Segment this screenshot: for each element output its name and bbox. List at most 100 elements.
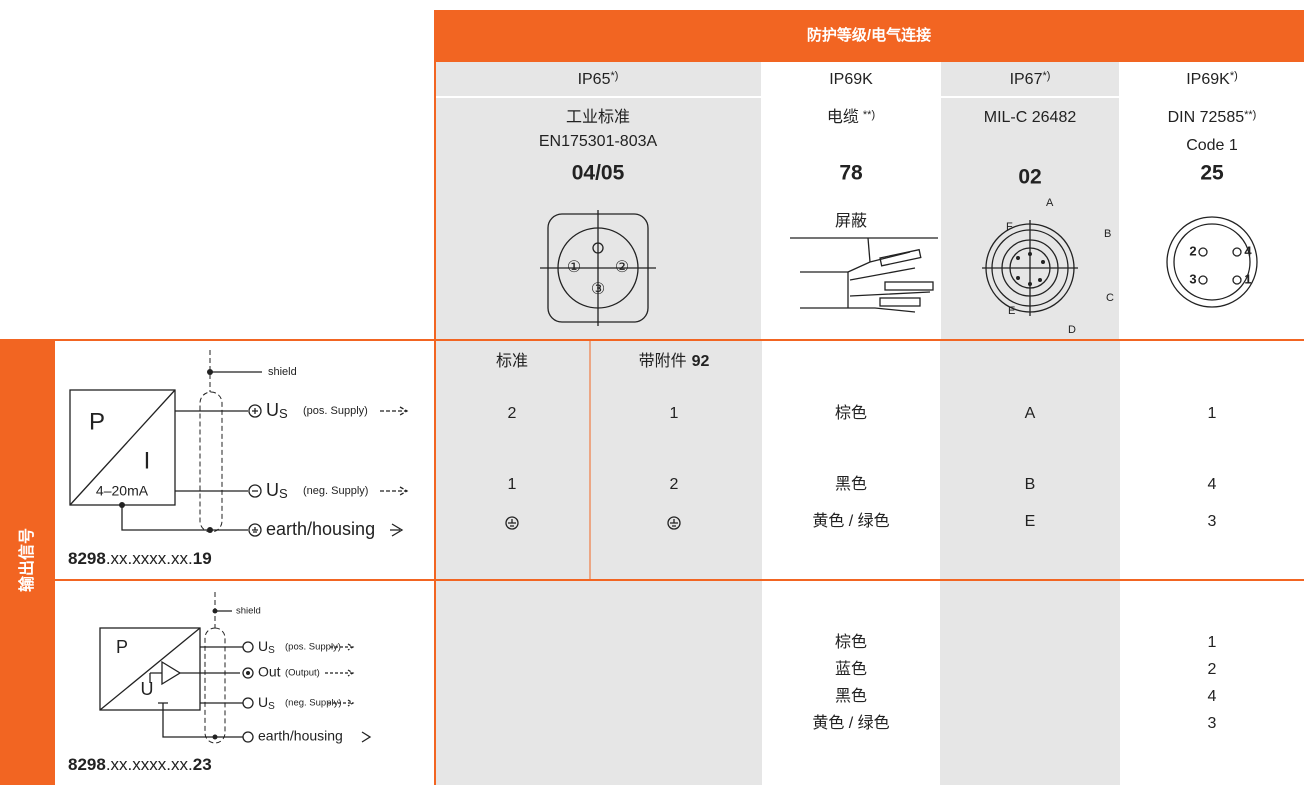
diagram-label: 4–20mA <box>96 483 149 499</box>
protection-name: IP69K <box>1186 71 1230 88</box>
pin-label: B <box>1104 228 1111 240</box>
pin-label: 3 <box>1189 271 1196 286</box>
cell: 黄色 / 绿色 <box>812 714 889 732</box>
connector-drawing <box>982 220 1078 316</box>
note: *) <box>1042 70 1050 82</box>
pin-label: 1 <box>1244 271 1251 286</box>
protection-name: IP65 <box>578 71 611 88</box>
earth-label: earth/housing <box>266 519 375 539</box>
signal-symbol: U <box>258 694 268 710</box>
connector-code: 78 <box>839 162 863 185</box>
diagram-label: U <box>141 679 154 699</box>
signal-sub: S <box>279 406 288 421</box>
signal-sub: S <box>279 486 288 501</box>
pin-label: 2 <box>1189 243 1196 258</box>
signal: US <box>266 480 288 502</box>
earth-label: earth/housing <box>258 728 343 744</box>
cell: 2 <box>1208 661 1217 678</box>
note: **) <box>1244 109 1256 121</box>
cell: 1 <box>508 476 517 493</box>
signal-note: (pos. Supply) <box>303 405 368 417</box>
part-number: 8298.xx.xxxx.xx.23 <box>68 755 212 774</box>
diagram-label: P <box>116 637 128 657</box>
sidebar <box>0 340 55 785</box>
cell: 3 <box>1208 715 1217 732</box>
protection: IP69K*) <box>1186 70 1238 88</box>
column-bg <box>940 62 1120 785</box>
connector-line: 电缆 **) <box>827 108 875 126</box>
part-prefix: 8298 <box>68 755 106 774</box>
connector-line: 工业标准 <box>566 108 630 126</box>
connector-line: Code 1 <box>1186 137 1238 154</box>
signal-note: (pos. Supply) <box>285 642 341 653</box>
header-title: 防护等级/电气连接 <box>807 26 931 44</box>
cell: 2 <box>670 476 679 493</box>
subheader: 标准 <box>496 352 528 370</box>
part-prefix: 8298 <box>68 549 106 568</box>
connector-code: 04/05 <box>572 162 625 185</box>
header-bar <box>435 10 1304 62</box>
signal-symbol: U <box>266 400 279 420</box>
signal-note: (neg. Supply) <box>285 698 342 709</box>
part-suffix: 23 <box>193 755 212 774</box>
signal-sub: S <box>268 701 275 712</box>
connector-drawing <box>1166 216 1258 308</box>
protection: IP65*) <box>578 70 619 88</box>
protection: IP67*) <box>1010 70 1051 88</box>
cell: 1 <box>1208 634 1217 651</box>
connector-drawing <box>540 210 656 326</box>
cell: 棕色 <box>835 633 867 651</box>
note: *) <box>610 70 618 82</box>
part-number: 8298.xx.xxxx.xx.19 <box>68 549 212 568</box>
pin-label: ③ <box>591 281 605 298</box>
connector-text: 电缆 <box>827 108 859 126</box>
signal: US <box>258 694 275 712</box>
pin-label: ② <box>615 259 629 276</box>
shield-label: shield <box>236 606 261 617</box>
diagram-label: I <box>144 447 151 474</box>
pin-label: 4 <box>1244 243 1252 258</box>
connector-line: DIN 72585**) <box>1168 109 1257 126</box>
cell: 蓝色 <box>835 660 867 678</box>
signal-sub: S <box>268 645 275 656</box>
protection: IP69K <box>829 71 873 88</box>
signal-symbol: U <box>266 480 279 500</box>
pin-label: C <box>1106 292 1114 304</box>
part-suffix: 19 <box>193 549 212 568</box>
shield-label: shield <box>268 366 297 378</box>
shield-label: 屏蔽 <box>835 212 867 230</box>
signal-note: (neg. Supply) <box>303 485 368 497</box>
subheader: 带附件 92 <box>639 352 710 370</box>
column-bg <box>435 62 762 785</box>
signal: US <box>258 638 275 656</box>
accessory-no: 92 <box>692 353 710 370</box>
cell: E <box>1025 513 1036 530</box>
signal: US <box>266 400 288 422</box>
note: **) <box>863 109 875 121</box>
signal-symbol: Out <box>258 664 281 680</box>
diagram-label: P <box>89 408 105 435</box>
pin-label: A <box>1046 197 1054 209</box>
cell: 黑色 <box>835 687 867 705</box>
cell: 黄色 / 绿色 <box>812 512 889 530</box>
connector-line: EN175301-803A <box>539 133 658 150</box>
earth-icon <box>667 516 681 530</box>
cable-drawing <box>790 237 938 313</box>
pin-label: ① <box>567 259 581 276</box>
connector-text: DIN 72585 <box>1168 109 1245 126</box>
signal-note: (Output) <box>285 668 320 679</box>
cell: 黑色 <box>835 475 867 493</box>
connector-code: 25 <box>1200 162 1224 185</box>
cell: 4 <box>1208 476 1217 493</box>
pin-label: E <box>1008 305 1015 317</box>
protection-name: IP67 <box>1010 71 1043 88</box>
subheader-text: 带附件 <box>639 352 687 370</box>
wiring-diagram <box>69 350 409 537</box>
part-middle: .xx.xxxx.xx. <box>106 549 193 568</box>
pin-label: F <box>1006 221 1013 233</box>
note: *) <box>1230 70 1238 82</box>
cell: 3 <box>1208 513 1217 530</box>
row-group-label: 输出信号 <box>17 528 36 592</box>
